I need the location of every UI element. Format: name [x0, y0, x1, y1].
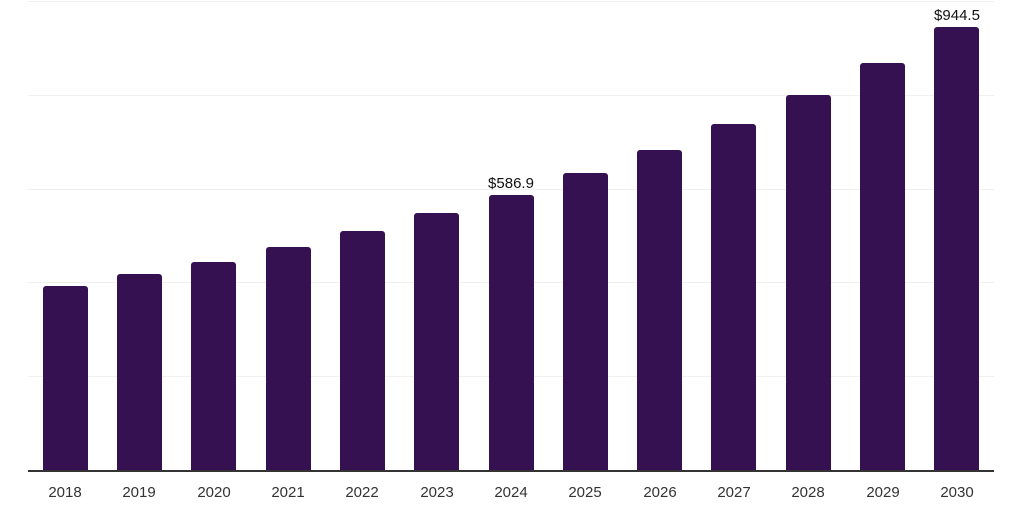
gridline — [28, 1, 994, 2]
bar-2025 — [563, 173, 608, 470]
bar-2024 — [489, 195, 534, 470]
x-axis-line — [28, 470, 994, 472]
x-tick-label-2018: 2018 — [48, 484, 82, 501]
bar-2027 — [711, 124, 756, 470]
x-tick-label-2025: 2025 — [568, 484, 602, 501]
bar-2018 — [43, 286, 88, 470]
data-label-2024: $586.9 — [488, 175, 534, 192]
bar-2019 — [117, 274, 162, 470]
x-tick-label-2029: 2029 — [866, 484, 900, 501]
x-tick-label-2021: 2021 — [271, 484, 305, 501]
gridline — [28, 189, 994, 190]
x-tick-label-2028: 2028 — [791, 484, 825, 501]
x-tick-label-2023: 2023 — [420, 484, 454, 501]
x-tick-label-2020: 2020 — [197, 484, 231, 501]
x-tick-label-2027: 2027 — [717, 484, 751, 501]
gridline — [28, 95, 994, 96]
bar-2023 — [414, 213, 459, 470]
bar-2028 — [786, 95, 831, 470]
bar-2020 — [191, 262, 236, 470]
x-tick-label-2024: 2024 — [494, 484, 528, 501]
bar-2026 — [637, 150, 682, 470]
bar-2029 — [860, 63, 905, 470]
data-label-2030: $944.5 — [934, 7, 980, 24]
x-tick-label-2022: 2022 — [345, 484, 379, 501]
bar-2021 — [266, 247, 311, 470]
x-tick-label-2019: 2019 — [122, 484, 156, 501]
x-tick-label-2030: 2030 — [940, 484, 974, 501]
bar-2022 — [340, 231, 385, 470]
bar-2030 — [934, 27, 979, 470]
x-tick-label-2026: 2026 — [643, 484, 677, 501]
